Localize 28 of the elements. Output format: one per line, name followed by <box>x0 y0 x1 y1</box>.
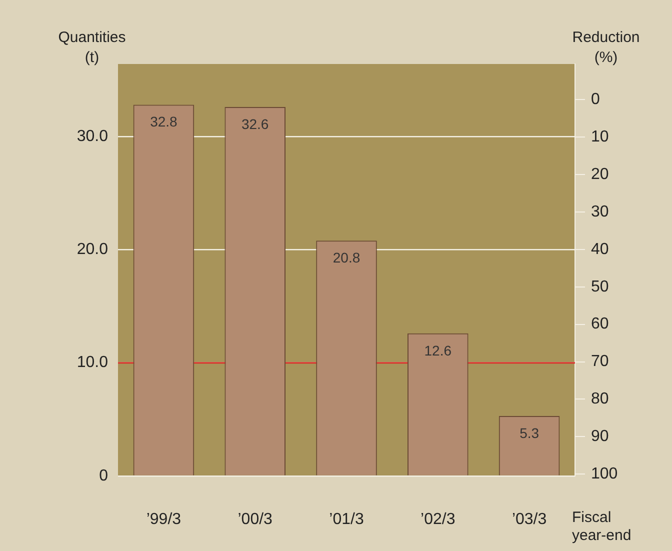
y2-tick-label: 30 <box>591 203 609 220</box>
y2-tick-label: 70 <box>591 353 609 370</box>
x-tick-label: ’00/3 <box>238 511 273 528</box>
x-tick-label: ’02/3 <box>420 511 456 528</box>
y2-tick-label: 10 <box>591 128 609 146</box>
y2-tick-label: 80 <box>591 390 609 408</box>
data-label: 20.8 <box>332 250 360 266</box>
data-label: 32.8 <box>150 114 178 130</box>
x-axis-title: Fiscal year-end <box>572 509 632 544</box>
y2-axis-title: Reduction (%) <box>572 29 640 66</box>
data-label: 12.6 <box>424 342 452 358</box>
y2-tick-label: 20 <box>591 166 609 183</box>
y2-tick-label: 40 <box>591 240 609 258</box>
y2-tick-label: 0 <box>591 90 600 108</box>
y2-tick-label: 50 <box>591 278 609 296</box>
data-label: 32.6 <box>241 116 269 132</box>
x-tick-label: ’03/3 <box>512 511 547 528</box>
y-tick-label: 20.0 <box>76 241 108 258</box>
y2-tick-label: 90 <box>591 428 609 446</box>
data-label: 5.3 <box>520 425 540 442</box>
y2-tick-label: 60 <box>591 316 609 333</box>
y-axis-title: Quantities (t) <box>58 29 126 66</box>
y2-tick-label: 100 <box>591 466 618 483</box>
y-tick-label: 0 <box>99 467 108 484</box>
x-tick-label: ’01/3 <box>329 511 364 528</box>
y-tick-label: 10.0 <box>76 354 108 372</box>
x-tick-label: ’99/3 <box>146 511 182 528</box>
y-tick-label: 30.0 <box>76 128 108 145</box>
